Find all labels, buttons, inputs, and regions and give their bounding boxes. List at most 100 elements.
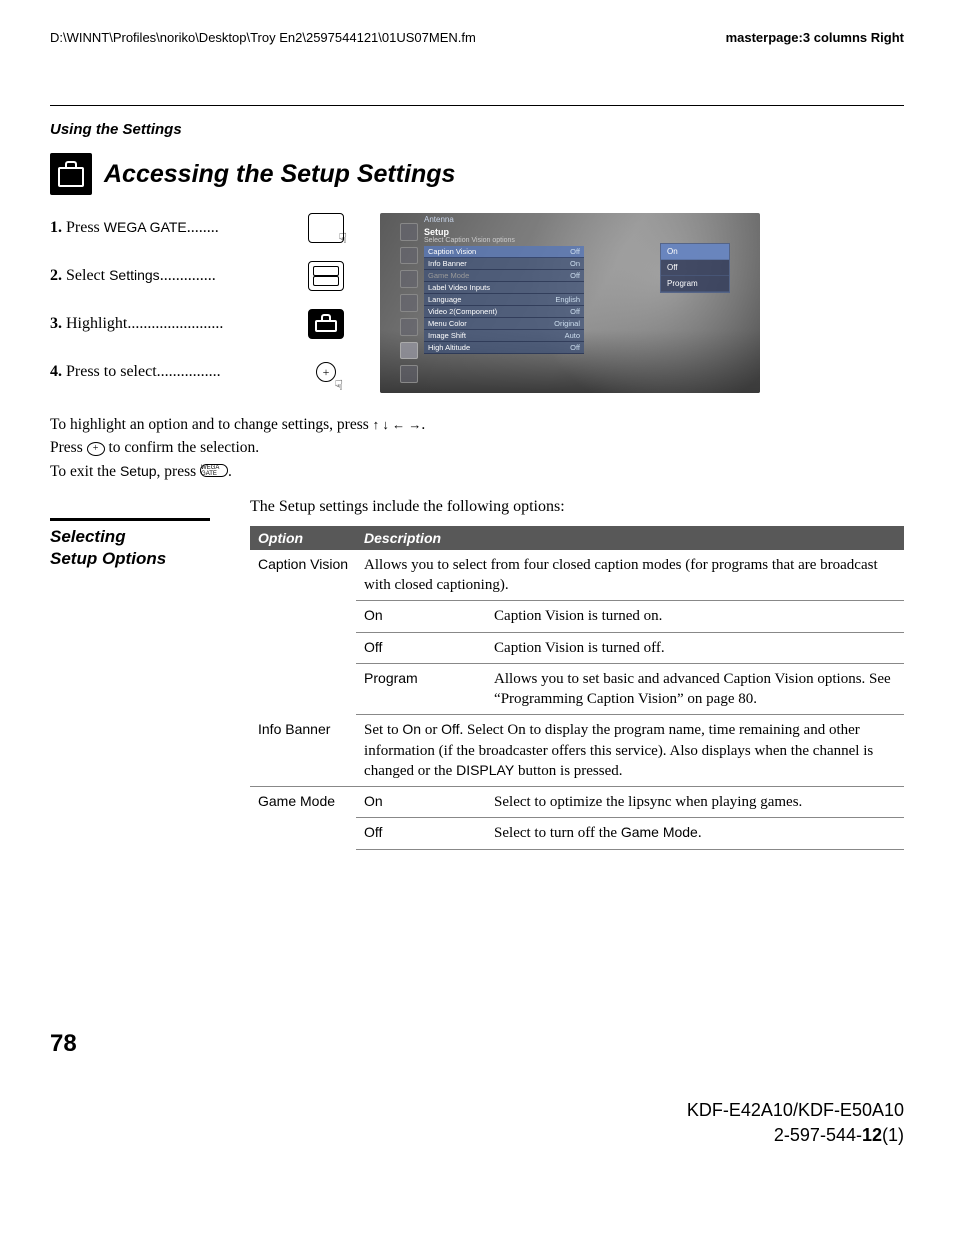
options-table: Option Description Caption Vision Allows… [250,526,904,850]
tv-menu-row: LanguageEnglish [424,294,584,306]
tv-popup-item: On [661,244,729,260]
wega-gate-button-icon: ☟ [308,213,344,243]
page-title: Accessing the Setup Settings [104,160,455,189]
step-dots: ........ [187,219,219,236]
step-3: 3. Highlight........................ [50,309,350,339]
heading-row: Accessing the Setup Settings [50,153,904,195]
note-text: To exit the [50,463,120,480]
top-rule [50,105,904,106]
step-dots: .............. [160,267,216,284]
tv-menu-row: Label Video Inputs [424,282,584,294]
press-select-icon: +☟ [311,357,341,387]
tv-sidebar [400,223,420,383]
note-block: To highlight an option and to change set… [50,413,904,483]
step-text: Select [66,267,109,284]
tv-side-btn-setup [400,342,418,360]
step-text: Press to select [66,363,157,380]
tv-menu-row: Image ShiftAuto [424,330,584,342]
step-dots: ................ [157,363,221,380]
plus-icon: + [316,362,336,382]
wega-gate-oval-icon: WEGA GATE [200,464,228,477]
tv-side-btn [400,223,418,241]
step-num: 3. [50,315,62,332]
steps-and-screenshot: 1. Press WEGA GATE........ ☟ 2. Select S… [50,213,904,405]
note-text: To highlight an option and to change set… [50,416,373,433]
tv-menu-row: Caption VisionOff [424,246,584,258]
tv-screenshot: Antenna Setup Select Caption Vision opti… [380,213,760,393]
subopt-program: Program [356,663,486,715]
note-sans: Setup [120,463,157,479]
note-text: to confirm the selection. [105,439,260,456]
desc-info-banner: Set to On or Off. Select On to display t… [356,715,904,787]
tv-setup-panel: Setup Select Caption Vision options Capt… [424,227,584,354]
screenshot-column: Antenna Setup Select Caption Vision opti… [380,213,904,393]
plus-button-icon: + [87,442,105,456]
footer-model: KDF-E42A10/KDF-E50A10 [50,1098,904,1123]
arrow-glyphs: ↑ ↓ ← → [373,417,422,432]
page-number: 78 [50,1030,904,1058]
tv-side-btn [400,365,418,383]
footer: KDF-E42A10/KDF-E50A10 2-597-544-12(1) [50,1098,904,1148]
tv-menu-row: Info BannerOn [424,258,584,270]
header-bar: D:\WINNT\Profiles\noriko\Desktop\Troy En… [50,30,904,45]
hand-icon: ☟ [338,231,347,248]
file-path: D:\WINNT\Profiles\noriko\Desktop\Troy En… [50,30,476,45]
col-description: Description [356,526,904,550]
step-num: 2. [50,267,62,284]
step-sans: WEGA GATE [104,219,187,235]
footer-doc: 2-597-544-12(1) [50,1123,904,1148]
subopt-off: Off [356,632,486,663]
desc-on: Caption Vision is turned on. [486,601,904,632]
subopt-on: On [356,601,486,632]
tv-popup-item: Program [661,276,729,292]
step-text: Press [66,219,104,236]
tv-setup-title: Setup [424,227,584,237]
step-4: 4. Press to select................ +☟ [50,357,350,387]
step-2: 2. Select Settings.............. [50,261,350,291]
tv-popup-item: Off [661,260,729,276]
tv-menu-row: Menu ColorOriginal [424,318,584,330]
desc-gm-on: Select to optimize the lipsync when play… [486,787,904,818]
tv-side-btn [400,270,418,288]
hand-icon: ☟ [334,378,343,395]
step-sans: Settings [109,267,160,283]
tv-menu-row: High AltitudeOff [424,342,584,354]
intro-text: The Setup settings include the following… [250,498,904,516]
opt-caption-vision: Caption Vision [250,550,356,715]
subhead-line1: Selecting [50,526,220,548]
options-right: The Setup settings include the following… [250,498,904,850]
note-text: , press [157,463,200,480]
desc-caption-vision: Allows you to select from four closed ca… [356,550,904,601]
step-dots: ........................ [127,315,223,332]
desc-off: Caption Vision is turned off. [486,632,904,663]
tv-side-btn [400,318,418,336]
tv-side-btn [400,247,418,265]
desc-gm-off: Select to turn off the Game Mode. [486,818,904,849]
options-left: Selecting Setup Options [50,498,220,570]
step-num: 4. [50,363,62,380]
steps-column: 1. Press WEGA GATE........ ☟ 2. Select S… [50,213,350,405]
desc-program: Allows you to set basic and advanced Cap… [486,663,904,715]
tv-side-btn [400,294,418,312]
antenna-label: Antenna [424,215,454,224]
opt-game-mode: Game Mode [250,787,356,850]
options-area: Selecting Setup Options The Setup settin… [50,498,904,850]
tv-popup: OnOffProgram [660,243,730,293]
step-text: Highlight [66,315,127,332]
opt-info-banner: Info Banner [250,715,356,787]
tv-menu-row: Video 2(Component)Off [424,306,584,318]
toolbox-icon [50,153,92,195]
subopt-gm-off: Off [356,818,486,849]
tv-menu-row: Game ModeOff [424,270,584,282]
masterpage-label: masterpage:3 columns Right [726,30,904,45]
tv-setup-subtitle: Select Caption Vision options [424,237,584,244]
section-label: Using the Settings [50,121,904,138]
step-1: 1. Press WEGA GATE........ ☟ [50,213,350,243]
section-rule [50,518,210,521]
subhead-line2: Setup Options [50,548,220,570]
highlight-toolbox-icon [308,309,344,339]
col-option: Option [250,526,356,550]
note-text: . [228,463,232,480]
note-text: Press [50,439,87,456]
subopt-gm-on: On [356,787,486,818]
